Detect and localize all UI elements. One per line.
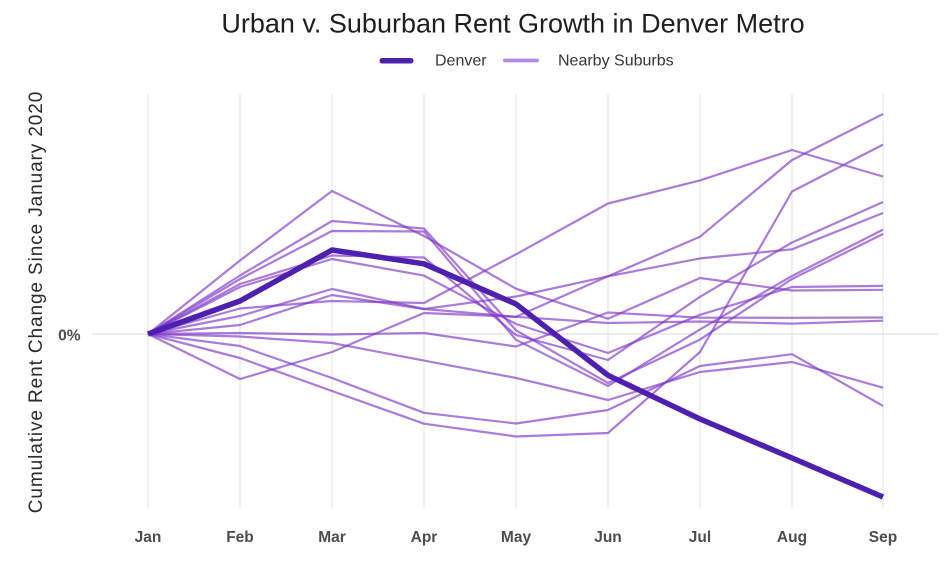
svg-text:Jan: Jan [135, 529, 162, 546]
svg-text:Urban v. Suburban Rent Growth: Urban v. Suburban Rent Growth in Denver … [221, 9, 804, 39]
svg-text:Aug: Aug [777, 529, 807, 546]
svg-text:Sep: Sep [869, 529, 897, 546]
svg-text:Cumulative Rent Change Since J: Cumulative Rent Change Since January 202… [26, 91, 47, 513]
svg-text:Denver: Denver [435, 52, 487, 69]
svg-text:Nearby Suburbs: Nearby Suburbs [558, 52, 674, 69]
svg-text:Mar: Mar [318, 529, 346, 546]
svg-text:Jul: Jul [689, 529, 711, 546]
svg-text:Feb: Feb [226, 529, 254, 546]
svg-text:Apr: Apr [411, 529, 438, 546]
svg-text:Jun: Jun [594, 529, 622, 546]
svg-text:0%: 0% [58, 328, 81, 345]
svg-text:May: May [501, 529, 532, 546]
